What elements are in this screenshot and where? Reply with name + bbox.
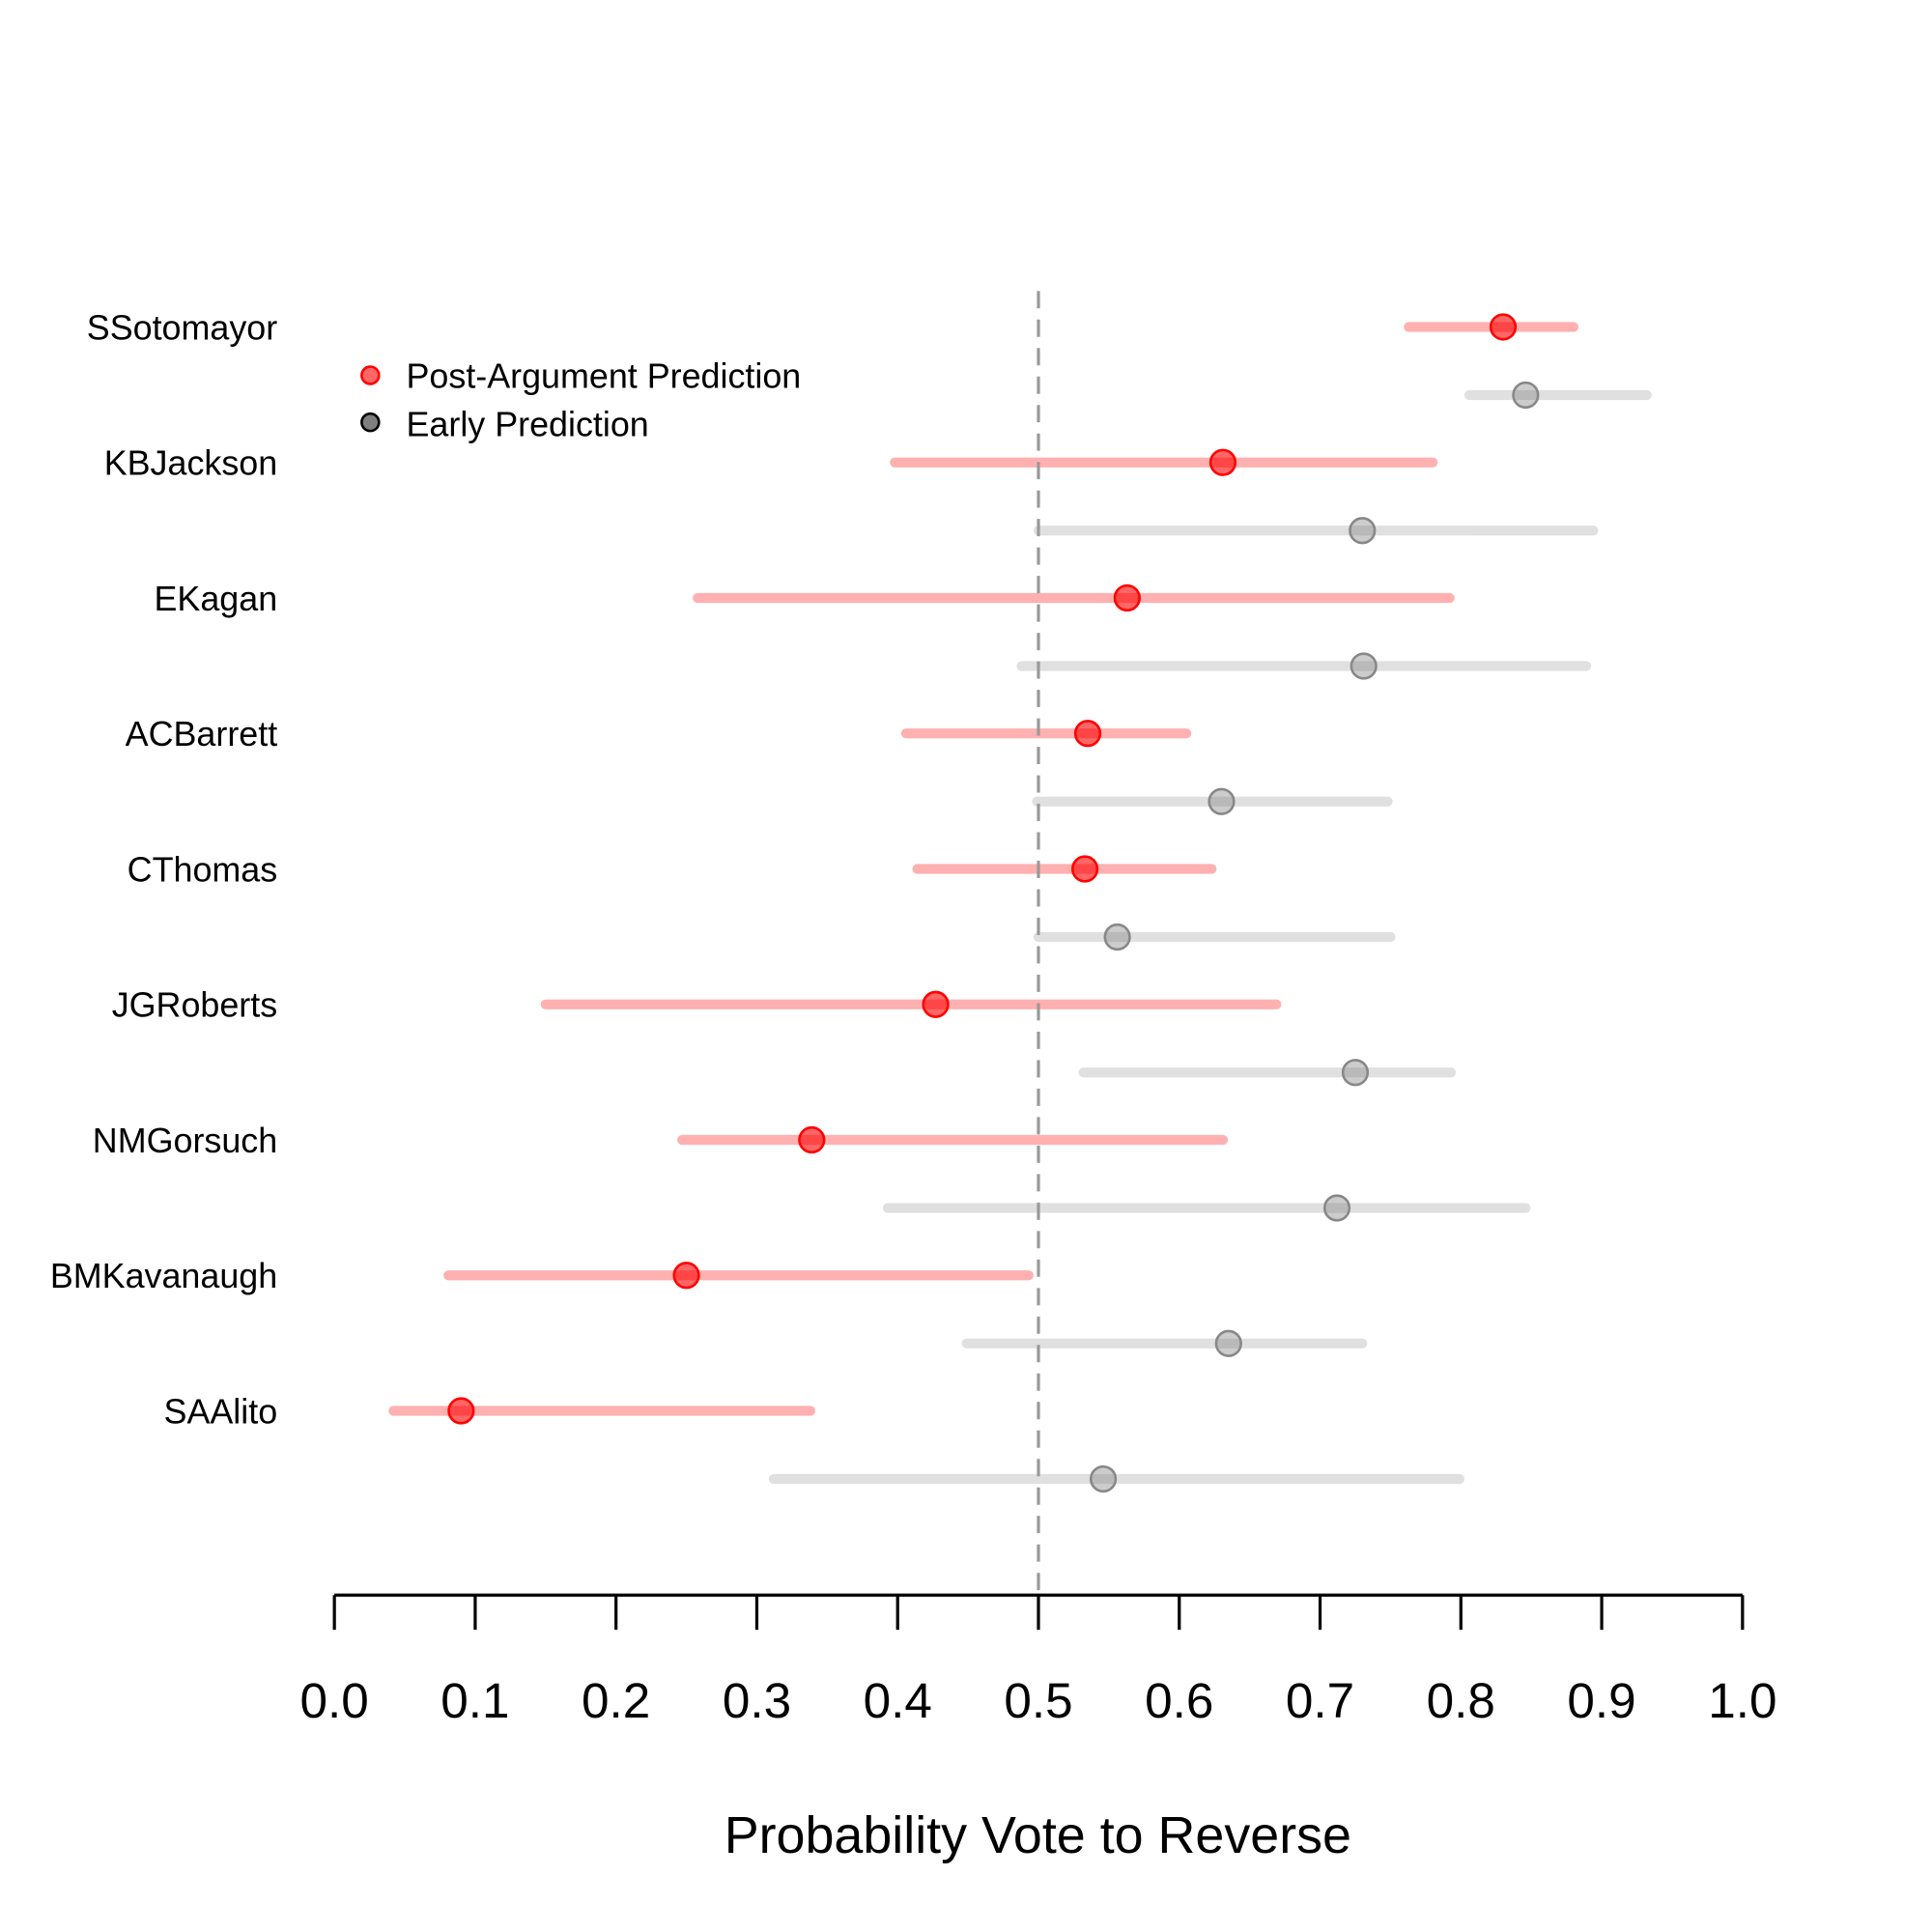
legend: Post-Argument Prediction Early Predictio… bbox=[360, 356, 802, 443]
x-tick-label: 0.3 bbox=[723, 1673, 791, 1728]
post-argument-point bbox=[447, 1397, 475, 1425]
early-point bbox=[1341, 1059, 1370, 1087]
x-tick-label: 0.9 bbox=[1567, 1673, 1635, 1728]
early-point bbox=[1214, 1329, 1242, 1357]
justice-label: JGRoberts bbox=[112, 986, 277, 1025]
x-tick-label: 0.8 bbox=[1427, 1673, 1495, 1728]
post-argument-point bbox=[1489, 313, 1518, 341]
early-point bbox=[1103, 923, 1131, 952]
justice-label: EKagan bbox=[155, 580, 278, 618]
x-axis-label: Probability Vote to Reverse bbox=[724, 1806, 1351, 1864]
legend-marker-early bbox=[360, 412, 381, 433]
post-argument-point bbox=[1113, 583, 1141, 612]
legend-marker-post-argument bbox=[360, 365, 381, 385]
x-tick-label: 0.0 bbox=[300, 1673, 369, 1728]
early-point bbox=[1322, 1194, 1351, 1222]
early-point bbox=[1089, 1464, 1118, 1493]
legend-label-early: Early Prediction bbox=[407, 405, 649, 443]
justice-label: CThomas bbox=[128, 850, 277, 889]
justice-label: KBJackson bbox=[104, 444, 277, 483]
x-tick-label: 0.4 bbox=[864, 1673, 932, 1728]
justice-label: NMGorsuch bbox=[93, 1122, 277, 1160]
justice-label: BMKavanaugh bbox=[50, 1257, 277, 1295]
justice-label: SSotomayor bbox=[87, 308, 277, 347]
post-argument-point bbox=[1208, 448, 1237, 476]
x-tick-label: 0.1 bbox=[440, 1673, 509, 1728]
post-argument-point bbox=[1071, 855, 1099, 883]
x-tick-label: 0.2 bbox=[582, 1673, 650, 1728]
early-point bbox=[1349, 517, 1377, 545]
post-argument-point bbox=[798, 1125, 826, 1154]
x-tick-label: 0.6 bbox=[1145, 1673, 1213, 1728]
x-tick-label: 0.7 bbox=[1286, 1673, 1354, 1728]
post-argument-point bbox=[1073, 720, 1102, 748]
x-tick-label: 1.0 bbox=[1708, 1673, 1776, 1728]
legend-label-post-argument: Post-Argument Prediction bbox=[407, 356, 802, 395]
x-tick-label: 0.5 bbox=[1004, 1673, 1072, 1728]
early-point bbox=[1512, 381, 1540, 410]
post-argument-point bbox=[672, 1262, 700, 1290]
post-argument-point bbox=[922, 990, 950, 1018]
early-point bbox=[1208, 787, 1236, 815]
x-axis: 0.0 0.1 0.2 0.3 0.4 0.5 0.6 0.7 0.8 0.9 1.0 bbox=[300, 1593, 1776, 1728]
early-point bbox=[1350, 652, 1378, 680]
justice-label: SAAlito bbox=[164, 1392, 278, 1431]
justice-label: ACBarrett bbox=[126, 715, 278, 753]
